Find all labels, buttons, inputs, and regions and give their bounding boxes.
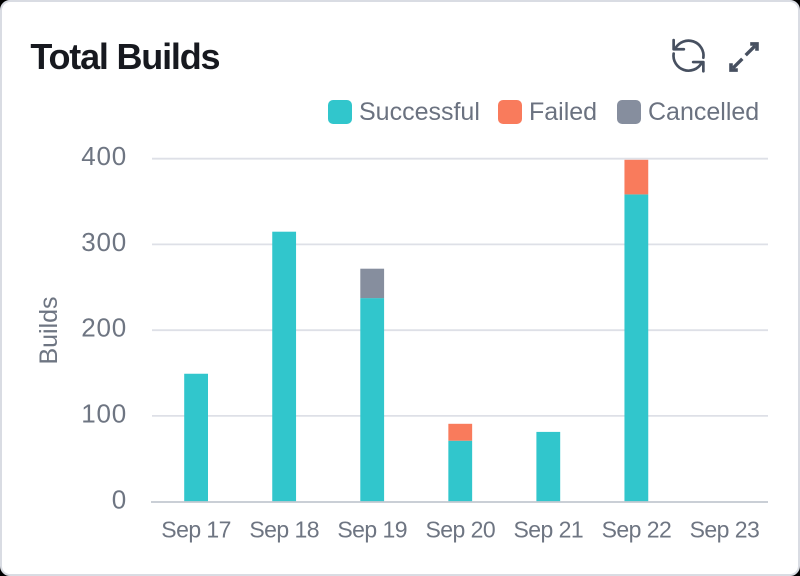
svg-text:100: 100 xyxy=(81,398,127,428)
svg-text:Sep 20: Sep 20 xyxy=(425,517,495,543)
svg-text:Sep 22: Sep 22 xyxy=(602,517,672,543)
svg-text:400: 400 xyxy=(81,141,127,171)
svg-text:Sep 19: Sep 19 xyxy=(337,517,407,543)
svg-text:200: 200 xyxy=(81,313,127,343)
svg-text:Sep 18: Sep 18 xyxy=(249,517,319,543)
svg-text:Builds: Builds xyxy=(35,296,63,364)
svg-text:Sep 23: Sep 23 xyxy=(690,517,760,543)
svg-text:0: 0 xyxy=(112,485,127,515)
svg-text:300: 300 xyxy=(81,227,127,257)
svg-text:Sep 17: Sep 17 xyxy=(161,517,231,543)
svg-text:Sep 21: Sep 21 xyxy=(513,517,583,543)
